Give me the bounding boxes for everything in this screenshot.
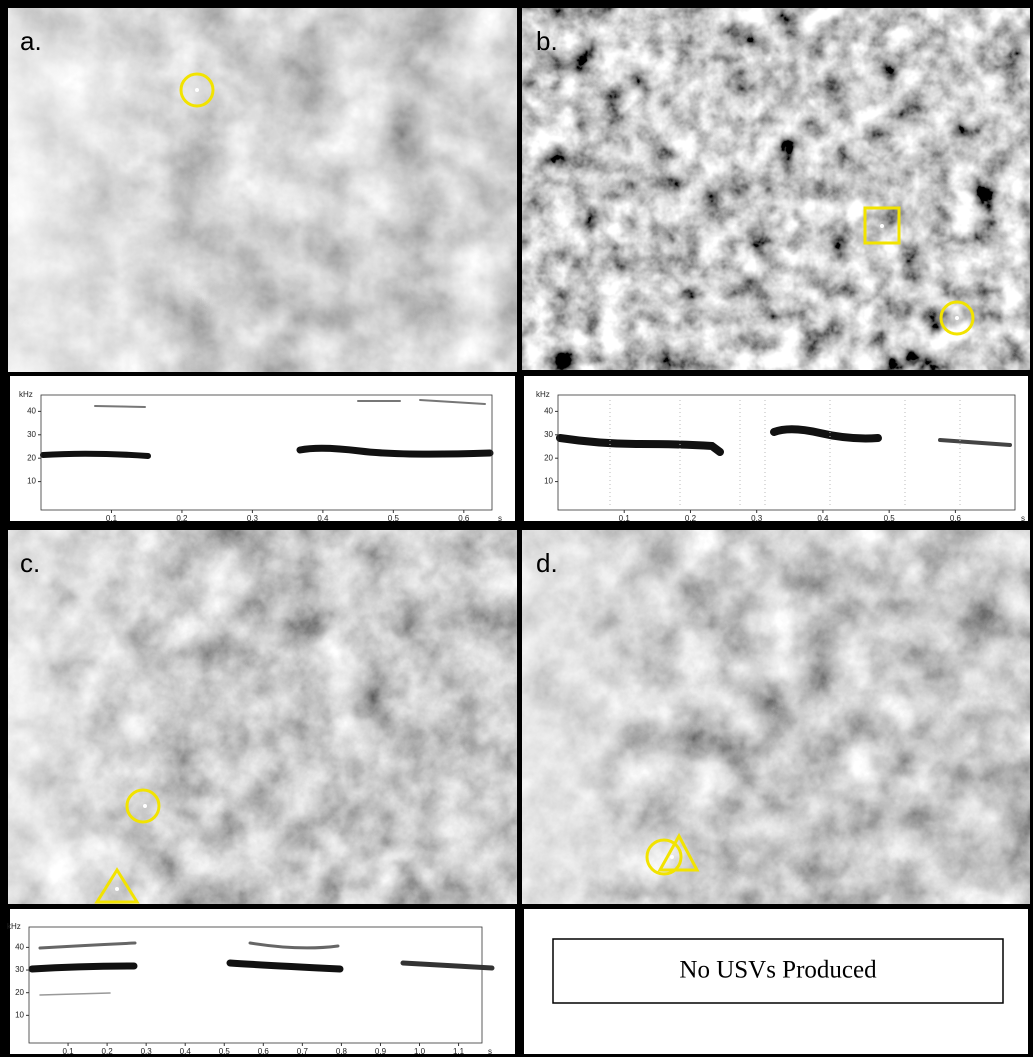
animal-spot (670, 855, 674, 859)
x-tick-label: 0.4 (317, 514, 329, 523)
call-trace (770, 425, 882, 443)
x-tick-label: 0.6 (458, 514, 470, 523)
call-trace (94, 399, 486, 408)
y-tick-label: 30 (15, 965, 24, 974)
y-unit: kHz (19, 390, 33, 399)
x-tick-label: 0.5 (219, 1047, 231, 1056)
x-unit: s (498, 514, 502, 523)
x-unit: s (1021, 514, 1025, 523)
plot-frame (557, 394, 1016, 511)
call-trace (226, 959, 344, 973)
marker-circle (645, 838, 683, 876)
panel-label: c. (20, 548, 40, 578)
marker-square (863, 206, 901, 245)
animal-spot (143, 804, 147, 808)
x-tick-label: 0.4 (180, 1047, 192, 1056)
x-tick-label: 0.8 (336, 1047, 348, 1056)
y-tick-label: 40 (15, 942, 24, 951)
thermal-image (522, 8, 1030, 370)
panel-label: b. (536, 26, 558, 56)
call-traces (28, 399, 1012, 996)
x-tick-label: 0.2 (102, 1047, 114, 1056)
y-tick-label: 40 (544, 406, 553, 415)
image-shade (8, 8, 517, 372)
y-unit: kHz (7, 922, 21, 931)
image-shade (8, 530, 517, 904)
y-tick-label: 10 (27, 477, 36, 486)
x-tick-label: 0.2 (685, 514, 697, 523)
y-tick-label: 40 (27, 406, 36, 415)
animal-spot (955, 316, 959, 320)
marker-circle (179, 72, 215, 108)
animal-spot (195, 88, 199, 92)
x-tick-label: 1.1 (453, 1047, 465, 1056)
call-trace (28, 962, 138, 973)
call-trace (296, 444, 494, 458)
call-trace (400, 960, 495, 971)
y-tick-label: 10 (15, 1010, 24, 1019)
message-box (552, 938, 1004, 1004)
spectrogram-panel (10, 376, 515, 521)
message: No USVs Produced (679, 957, 877, 984)
y-tick-label: 20 (27, 453, 36, 462)
x-tick-label: 0.1 (106, 514, 118, 523)
x-tick-label: 0.5 (884, 514, 896, 523)
panel-label: a. (20, 26, 42, 56)
y-tick-label: 20 (15, 988, 24, 997)
x-tick-label: 0.1 (62, 1047, 74, 1056)
x-tick-label: 0.1 (619, 514, 631, 523)
x-tick-label: 0.3 (751, 514, 763, 523)
x-tick-label: 0.9 (375, 1047, 387, 1056)
x-tick-label: 0.7 (297, 1047, 309, 1056)
animal-spot (115, 887, 119, 891)
marker-triangle (657, 832, 700, 872)
spectrogram-panel (524, 376, 1028, 521)
spectrogram-panel (10, 909, 515, 1054)
marker-triangle (94, 867, 140, 904)
marker-circle (939, 300, 975, 336)
x-tick-label: 0.3 (247, 514, 259, 523)
image-shade (522, 530, 1030, 904)
x-tick-label: 0.3 (141, 1047, 153, 1056)
noise-lines (609, 400, 961, 505)
call-trace (556, 434, 724, 456)
plot-frame (28, 926, 483, 1044)
y-tick-label: 20 (544, 453, 553, 462)
x-tick-label: 1.0 (414, 1047, 426, 1056)
y-tick-label: 30 (544, 430, 553, 439)
markers (94, 72, 975, 904)
x-tick-label: 0.4 (817, 514, 829, 523)
x-tick-label: 0.5 (388, 514, 400, 523)
call-trace (40, 450, 151, 459)
marker-circle (125, 788, 161, 824)
call-trace (938, 438, 1012, 447)
x-tick-label: 0.6 (950, 514, 962, 523)
y-tick-label: 10 (544, 477, 553, 486)
y-tick-label: 30 (27, 430, 36, 439)
y-unit: kHz (536, 390, 550, 399)
panel-label: d. (536, 548, 558, 578)
plot-frame (40, 394, 493, 511)
x-tick-label: 0.6 (258, 1047, 270, 1056)
x-unit: s (488, 1047, 492, 1056)
x-tick-label: 0.2 (176, 514, 188, 523)
call-trace (39, 992, 111, 996)
animal-spot (880, 224, 884, 228)
call-trace (38, 941, 340, 950)
